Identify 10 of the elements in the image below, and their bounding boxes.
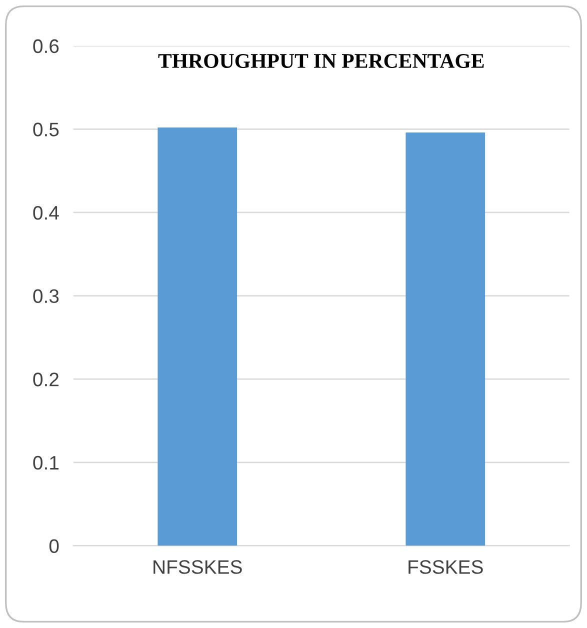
chart-title: THROUGHPUT IN PERCENTAGE [158,54,484,68]
y-tick-label: 0.2 [33,372,59,386]
x-tick-label: NFSSKES [154,560,242,574]
y-tick-label: 0.3 [33,289,59,304]
y-tick-label: 0 [49,539,59,553]
y-tick-label: 0.4 [33,206,59,220]
y-tick-label: 0.6 [33,39,59,54]
y-tick-label: 0.1 [33,456,59,470]
y-tick-label: 0.5 [33,122,59,136]
x-tick-label: FSSKES [408,560,483,574]
